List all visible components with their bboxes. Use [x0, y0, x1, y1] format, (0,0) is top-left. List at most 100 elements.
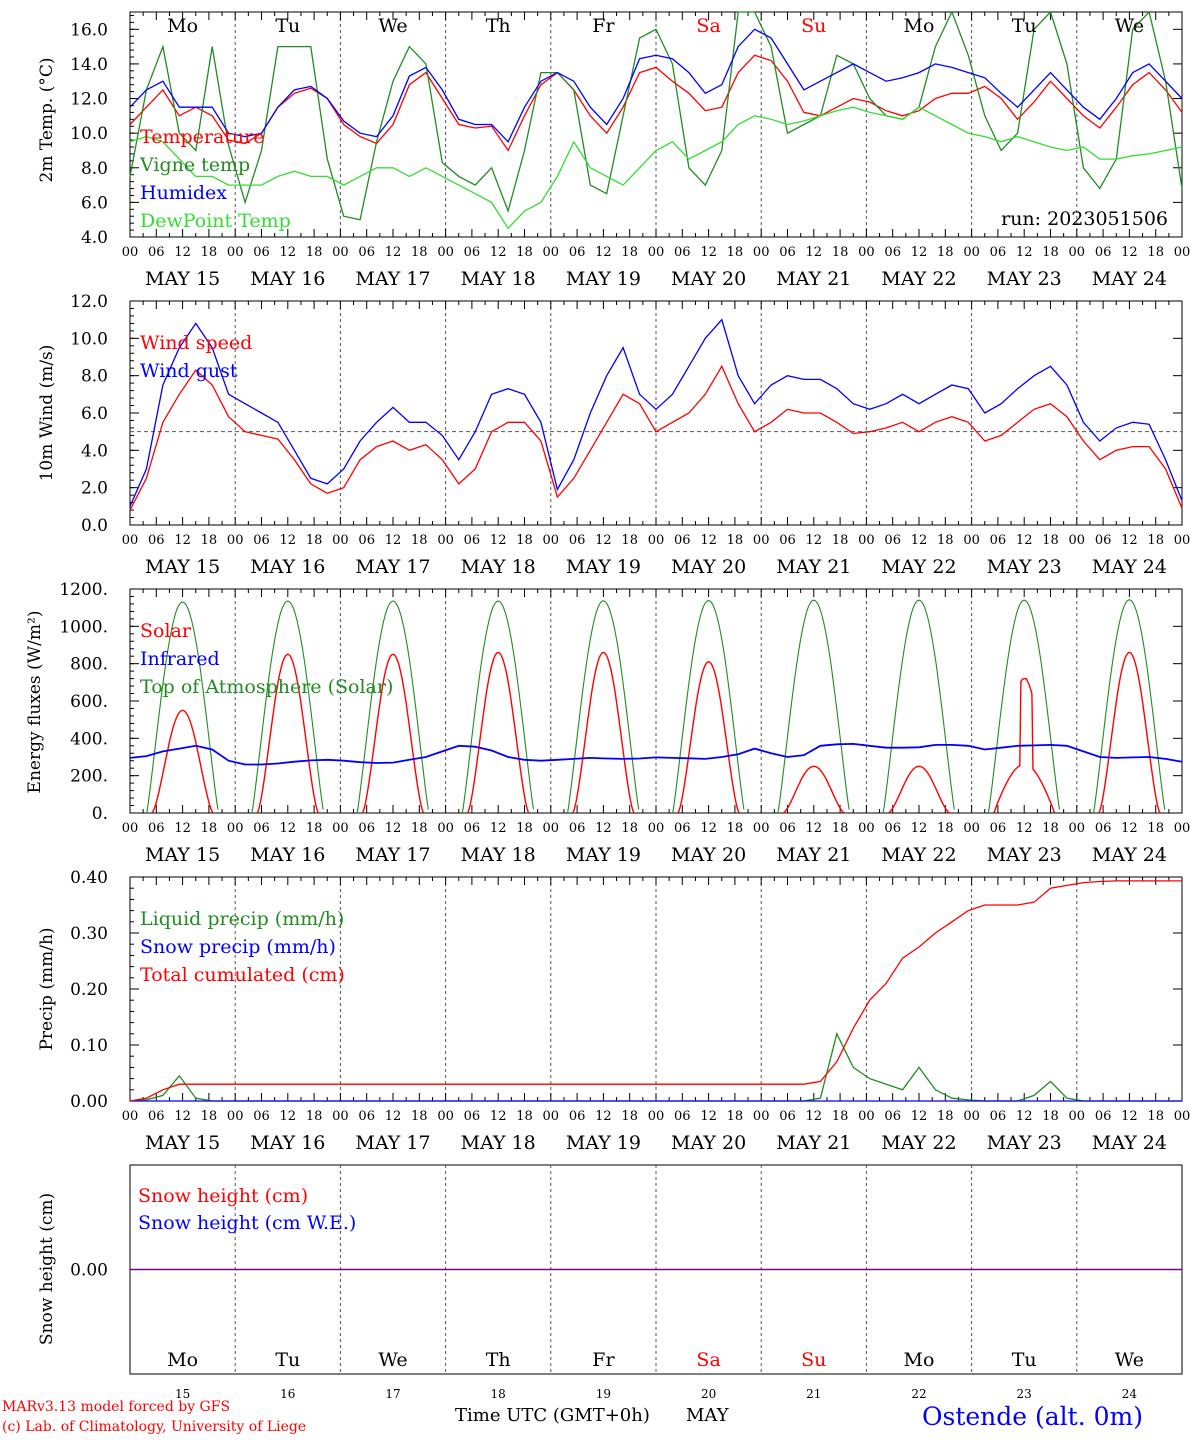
- y-axis-label: Snow height (cm): [37, 1193, 57, 1345]
- hour-tick-label: 00: [963, 533, 980, 548]
- hour-tick-label: 12: [385, 1109, 402, 1124]
- legend-entry: DewPoint Temp: [140, 210, 291, 232]
- weekday-label: Fr: [592, 15, 615, 37]
- weekday-label: Th: [486, 15, 511, 37]
- date-label: MAY 22: [881, 1132, 956, 1154]
- hour-tick-label: 06: [884, 533, 901, 548]
- hour-tick-label: 12: [595, 245, 612, 260]
- hour-tick-label: 00: [648, 821, 665, 836]
- hour-tick-label: 06: [779, 245, 796, 260]
- hour-tick-label: 12: [911, 245, 928, 260]
- y-tick-label: 400.: [70, 729, 108, 749]
- series-solar: [572, 651, 635, 814]
- date-label: MAY 17: [355, 844, 430, 866]
- date-label: MAY 24: [1092, 1132, 1167, 1154]
- day-number: 19: [596, 1387, 611, 1401]
- y-axis-label: Energy fluxes (W/m²): [25, 611, 45, 794]
- hour-tick-label: 18: [937, 1109, 954, 1124]
- hour-tick-label: 06: [464, 1109, 481, 1124]
- hour-tick-label: 12: [911, 821, 928, 836]
- panel-frame: [129, 11, 1183, 238]
- y-tick-label: 6.0: [81, 193, 108, 213]
- hour-tick-label: 00: [332, 821, 349, 836]
- hour-tick-label: 00: [648, 245, 665, 260]
- y-tick-label: 600.: [70, 692, 108, 712]
- hour-tick-label: 18: [1042, 245, 1059, 260]
- hour-tick-label: 18: [411, 245, 428, 260]
- hour-tick-label: 18: [516, 533, 533, 548]
- y-tick-label: 14.0: [70, 55, 108, 75]
- date-label: MAY 16: [250, 556, 325, 578]
- hour-tick-label: 18: [1042, 533, 1059, 548]
- hour-tick-label: 06: [884, 1109, 901, 1124]
- hour-tick-label: 06: [990, 1109, 1007, 1124]
- hour-tick-label: 00: [1069, 245, 1086, 260]
- date-label: MAY 23: [987, 1132, 1062, 1154]
- y-tick-label: 1000.: [59, 617, 108, 637]
- hour-tick-label: 18: [832, 245, 849, 260]
- series-dewpoint-temp: [129, 106, 1183, 230]
- date-label: MAY 21: [776, 556, 851, 578]
- date-label: MAY 18: [461, 556, 536, 578]
- hour-tick-label: 12: [490, 533, 507, 548]
- hour-tick-label: 18: [621, 821, 638, 836]
- hour-tick-label: 18: [516, 821, 533, 836]
- series-solar: [466, 651, 530, 814]
- series-top-of-atmosphere-solar: [882, 599, 955, 814]
- hour-tick-label: 00: [753, 533, 770, 548]
- hour-tick-label: 00: [227, 533, 244, 548]
- hour-tick-label: 12: [174, 1109, 191, 1124]
- hour-tick-label: 12: [806, 821, 823, 836]
- hour-tick-label: 12: [1016, 1109, 1033, 1124]
- hour-tick-label: 00: [332, 1109, 349, 1124]
- x-axis-label: Time UTC (GMT+0h): [455, 1405, 650, 1426]
- hour-tick-label: 00: [543, 245, 560, 260]
- hour-tick-label: 00: [332, 245, 349, 260]
- hour-tick-label: 00: [858, 245, 875, 260]
- hour-tick-label: 18: [411, 533, 428, 548]
- y-tick-label: 2.0: [81, 479, 108, 499]
- weekday-label: We: [378, 15, 407, 37]
- legend-entry: Snow precip (mm/h): [140, 936, 336, 958]
- weekday-label: We: [1115, 1349, 1144, 1371]
- hour-tick-label: 06: [148, 821, 165, 836]
- weekday-label: Sa: [696, 15, 720, 37]
- y-axis-label: 2m Temp. (°C): [37, 57, 57, 182]
- hour-tick-label: 18: [621, 533, 638, 548]
- y-tick-label: 0.20: [70, 980, 108, 1000]
- y-axis-label: 10m Wind (m/s): [37, 345, 57, 482]
- hour-tick-label: 18: [516, 245, 533, 260]
- date-label: MAY 21: [776, 844, 851, 866]
- hour-tick-label: 18: [516, 1109, 533, 1124]
- hour-tick-label: 18: [832, 533, 849, 548]
- hour-tick-label: 00: [858, 821, 875, 836]
- lab-credit: (c) Lab. of Climatology, University of L…: [2, 1419, 307, 1435]
- hour-tick-label: 18: [1147, 1109, 1164, 1124]
- hour-tick-label: 12: [700, 1109, 717, 1124]
- hour-tick-label: 06: [779, 1109, 796, 1124]
- hour-tick-label: 18: [832, 821, 849, 836]
- date-label: MAY 15: [145, 1132, 220, 1154]
- date-label: MAY 17: [355, 556, 430, 578]
- y-tick-label: 0.30: [70, 924, 108, 944]
- hour-tick-label: 18: [1042, 821, 1059, 836]
- hour-tick-label: 12: [1016, 245, 1033, 260]
- date-label: MAY 20: [671, 556, 746, 578]
- y-tick-label: 800.: [70, 655, 108, 675]
- date-label: MAY 15: [145, 844, 220, 866]
- hour-tick-label: 00: [1174, 533, 1191, 548]
- weekday-label: Sa: [696, 1349, 720, 1371]
- hour-tick-label: 18: [201, 821, 218, 836]
- hour-tick-label: 12: [595, 533, 612, 548]
- hour-tick-label: 18: [201, 533, 218, 548]
- date-label: MAY 15: [145, 268, 220, 290]
- hour-tick-label: 00: [1174, 245, 1191, 260]
- hour-tick-label: 00: [858, 533, 875, 548]
- hour-tick-label: 12: [911, 1109, 928, 1124]
- date-label: MAY 24: [1092, 556, 1167, 578]
- hour-tick-label: 06: [674, 1109, 691, 1124]
- hour-tick-label: 18: [1147, 245, 1164, 260]
- date-label: MAY 17: [355, 268, 430, 290]
- legend-entry: Temperature: [140, 126, 264, 148]
- hour-tick-label: 06: [253, 821, 270, 836]
